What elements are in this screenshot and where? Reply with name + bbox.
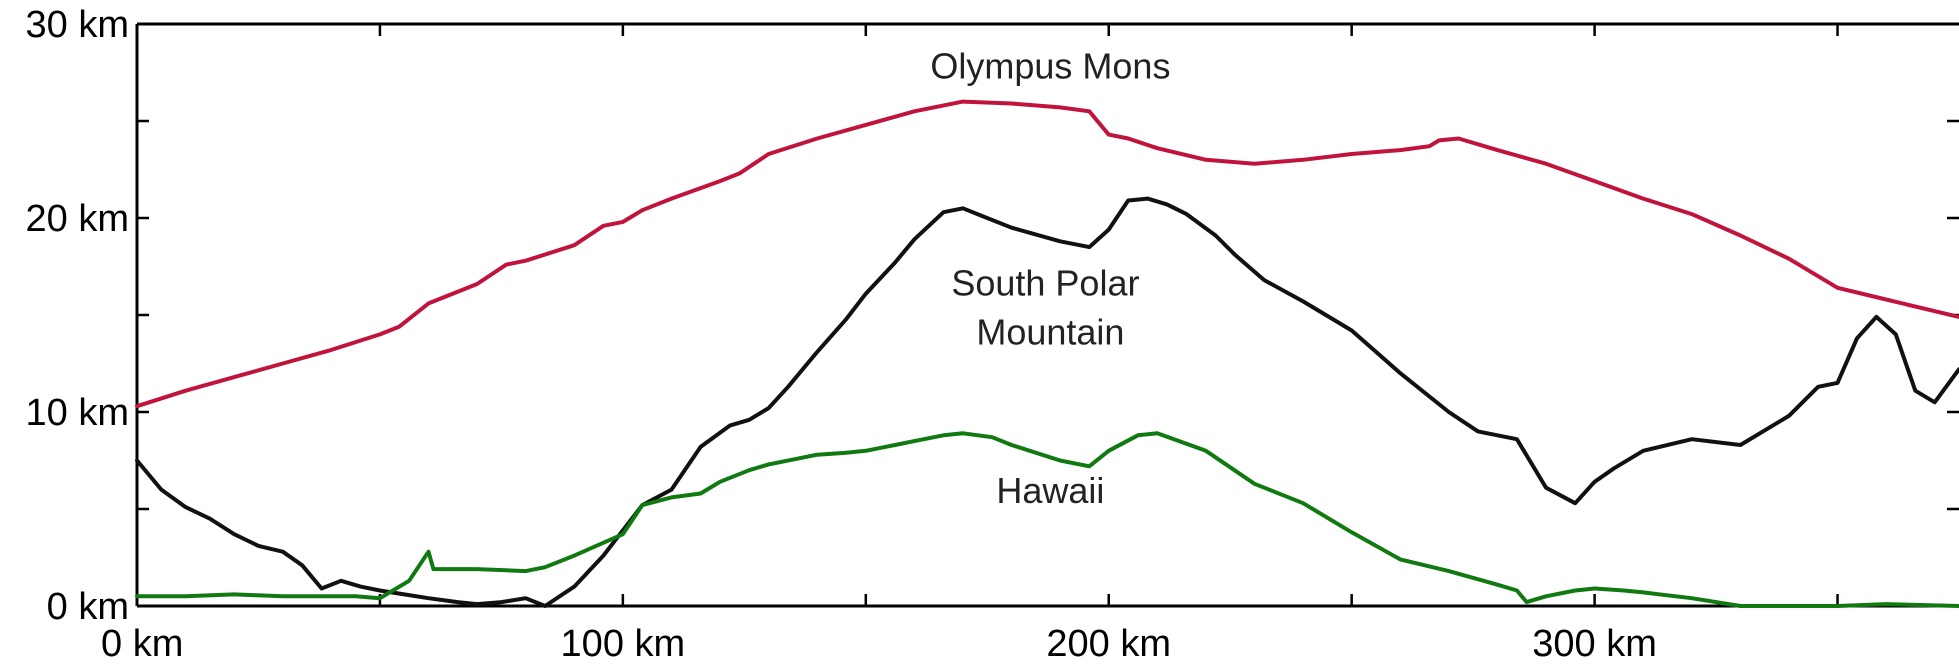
series-label-hawaii: Hawaii — [996, 470, 1104, 511]
series-lines — [135, 99, 1959, 608]
series-line-olympus-mons — [135, 99, 1959, 409]
y-tick-label: 20 km — [26, 198, 129, 240]
series-line-hawaii — [135, 431, 1959, 608]
y-tick-label: 10 km — [26, 392, 129, 434]
x-tick-label: 300 km — [1532, 623, 1657, 665]
series-label-south-polar-mountain: South Polar Mountain — [951, 263, 1149, 353]
series-label-olympus-mons: Olympus Mons — [930, 45, 1170, 86]
series-labels: Olympus Mons South Polar Mountain Hawaii — [930, 45, 1170, 511]
y-axis: 0 km 10 km 20 km 30 km — [26, 4, 1959, 628]
series-line-south-polar-mountain — [135, 196, 1959, 608]
x-axis: 0 km 100 km 200 km 300 km — [101, 24, 1839, 665]
y-tick-label: 30 km — [26, 4, 129, 46]
x-tick-label: 0 km — [101, 623, 183, 665]
y-tick-label: 0 km — [47, 586, 129, 628]
x-tick-label: 200 km — [1046, 623, 1171, 665]
x-tick-label: 100 km — [561, 623, 686, 665]
